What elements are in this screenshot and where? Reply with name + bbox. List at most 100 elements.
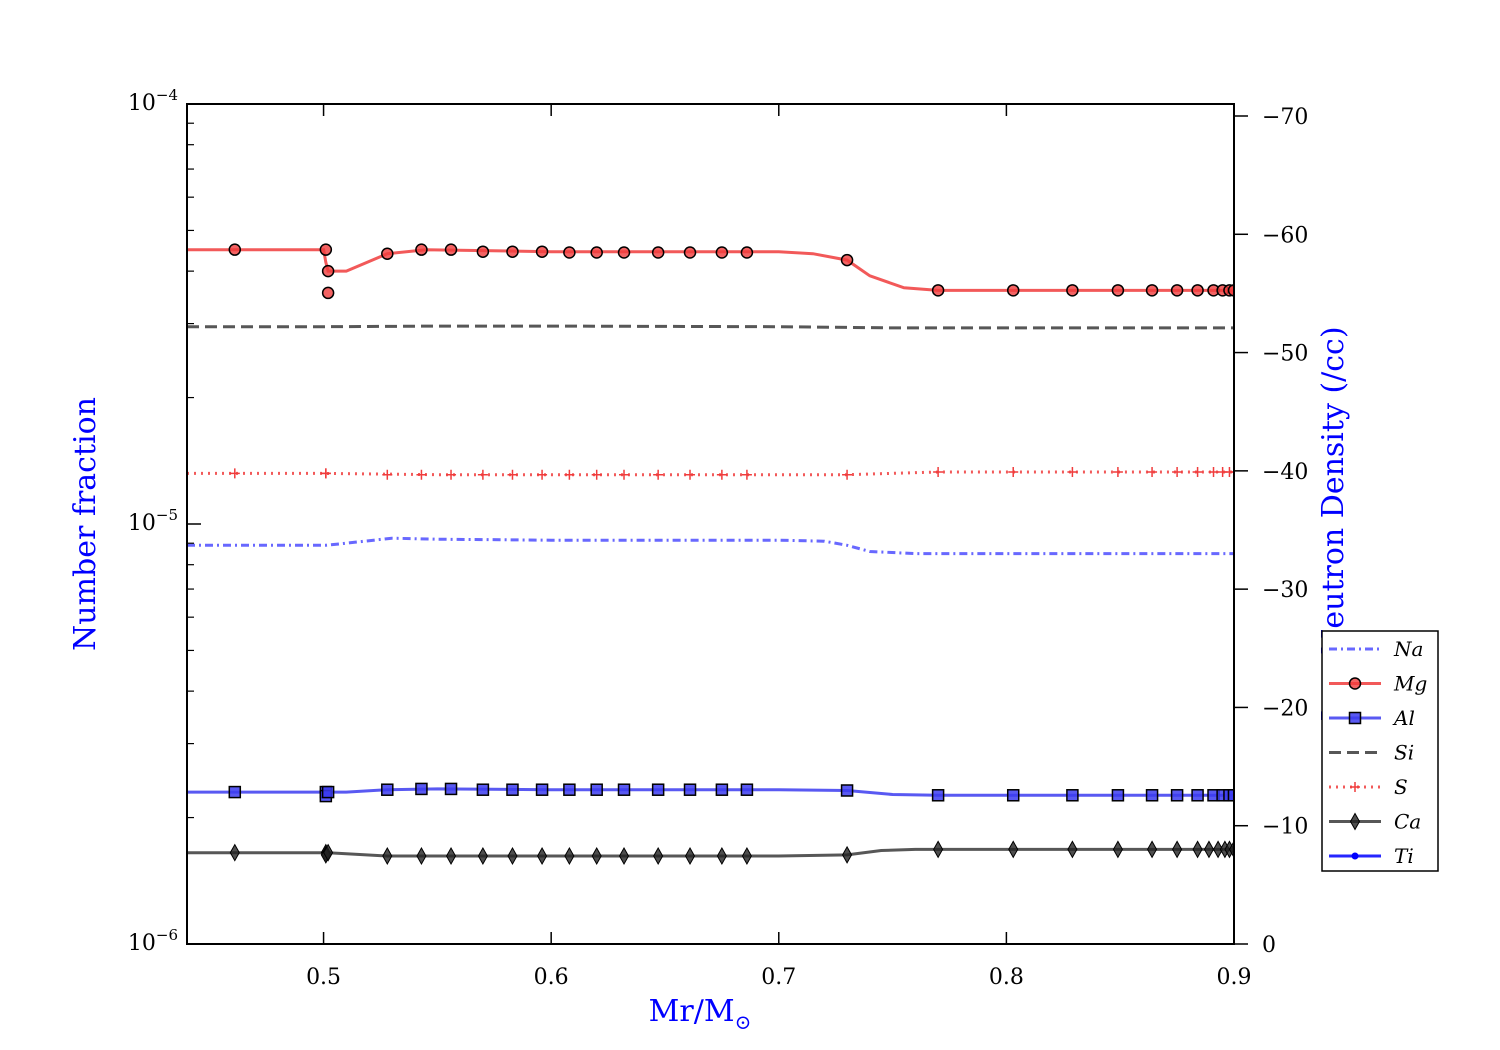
data-point-s <box>564 469 575 480</box>
data-point-mg <box>1145 284 1159 297</box>
data-point-al <box>715 783 729 796</box>
legend-marker-s <box>1350 782 1360 792</box>
data-point-s <box>685 469 696 480</box>
data-point-mg <box>683 246 697 259</box>
data-point-s <box>446 469 457 480</box>
data-point-s <box>382 469 393 480</box>
legend-frame <box>1321 630 1439 872</box>
data-point-s <box>320 468 331 479</box>
data-point-ca <box>1008 840 1019 859</box>
data-point-ca <box>445 846 457 866</box>
data-point-s <box>507 469 518 480</box>
legend-marker-mg <box>1348 677 1362 690</box>
data-point-s <box>416 469 427 480</box>
data-point-s <box>653 469 664 480</box>
legend-marker-ca <box>1349 812 1361 831</box>
plot-frame <box>186 103 1235 945</box>
y2-tick-label: −70 <box>1262 105 1308 130</box>
y-tick-label: 10−4 <box>128 86 178 116</box>
legend-label-mg: Mg <box>1393 672 1427 696</box>
x-axis-title: Mr/M⊙ <box>649 994 752 1034</box>
y2-tick-label: −20 <box>1262 696 1308 721</box>
ticks-layer: 0.5 0.6 0.7 0.8 0.9 10−4 10−5 10−6 −70 −60 −50 −40 −… <box>128 86 1309 990</box>
data-point-mg <box>1066 284 1079 297</box>
data-point-mg <box>319 243 333 256</box>
y2-tick-label: −60 <box>1262 223 1308 248</box>
data-point-s <box>842 469 853 480</box>
legend-label-ca: Ca <box>1394 810 1421 834</box>
data-point-ca <box>1112 840 1123 859</box>
data-point-mg <box>228 243 242 256</box>
data-point-mg <box>444 243 458 256</box>
data-point-mg <box>321 286 335 300</box>
legend: Na Mg Al Si S Ca Ti <box>1321 630 1439 872</box>
data-point-ca <box>591 846 602 866</box>
data-point-ca <box>1172 840 1183 859</box>
data-point-ca <box>229 843 240 862</box>
data-point-ca <box>323 843 334 862</box>
data-point-mg <box>1111 284 1125 297</box>
data-point-al <box>506 783 519 796</box>
legend-marker-al <box>1348 711 1362 725</box>
data-point-s <box>933 466 944 477</box>
x-tick-label: 0.9 <box>1217 965 1252 990</box>
data-point-ca <box>507 846 518 866</box>
data-point-s <box>741 469 752 480</box>
data-point-ca <box>382 846 393 866</box>
data-point-s <box>1208 466 1219 477</box>
series-layer <box>187 243 1234 866</box>
data-point-ca <box>684 846 696 866</box>
data-point-ca <box>416 846 427 866</box>
data-point-mg <box>1191 284 1204 297</box>
data-point-mg <box>381 247 394 260</box>
data-point-al <box>535 783 549 796</box>
y2-tick-label: −30 <box>1262 578 1308 603</box>
data-point-al <box>415 782 428 796</box>
legend-label-na: Na <box>1393 637 1423 661</box>
x-tick-label: 0.5 <box>306 965 341 990</box>
data-point-al <box>1191 789 1204 802</box>
data-point-ca <box>1212 840 1224 859</box>
data-point-s <box>591 469 602 480</box>
data-point-al <box>228 785 242 799</box>
legend-label-s: S <box>1394 775 1408 799</box>
data-point-al <box>1145 789 1159 802</box>
data-point-mg <box>1170 284 1184 297</box>
series-line-mg <box>187 248 1234 292</box>
data-point-s <box>1147 466 1158 477</box>
y2-tick-label: −40 <box>1262 460 1308 485</box>
data-point-s <box>537 469 548 480</box>
data-point-mg <box>506 245 519 258</box>
data-point-s <box>1008 466 1019 477</box>
data-point-ca <box>933 840 944 859</box>
data-point-ca <box>618 846 630 866</box>
data-point-s <box>1229 466 1234 477</box>
data-point-ca <box>1228 840 1234 859</box>
data-point-s <box>1112 466 1123 477</box>
data-point-al <box>740 783 754 796</box>
data-point-al <box>1227 789 1234 802</box>
legend-marker-ti <box>1351 852 1359 860</box>
data-point-s <box>229 468 240 479</box>
data-point-al <box>840 784 854 797</box>
series-line-na <box>187 536 1234 556</box>
data-point-mg <box>321 264 335 278</box>
data-point-mg <box>931 284 945 297</box>
data-point-mg <box>535 245 549 258</box>
series-line-si <box>187 324 1234 330</box>
data-point-ca <box>1203 840 1215 859</box>
data-point-s <box>1192 466 1203 477</box>
data-point-mg <box>476 245 490 258</box>
data-point-mg <box>715 246 729 259</box>
data-point-s <box>619 469 630 480</box>
data-point-al <box>1111 789 1125 802</box>
data-point-mg <box>1006 284 1020 297</box>
data-point-al <box>444 782 458 796</box>
data-point-al <box>683 783 697 796</box>
x-tick-label: 0.6 <box>534 965 569 990</box>
data-point-ca <box>1192 840 1203 859</box>
data-point-ca <box>1067 840 1078 859</box>
data-point-ca <box>564 846 575 866</box>
legend-label-ti: Ti <box>1394 844 1414 868</box>
